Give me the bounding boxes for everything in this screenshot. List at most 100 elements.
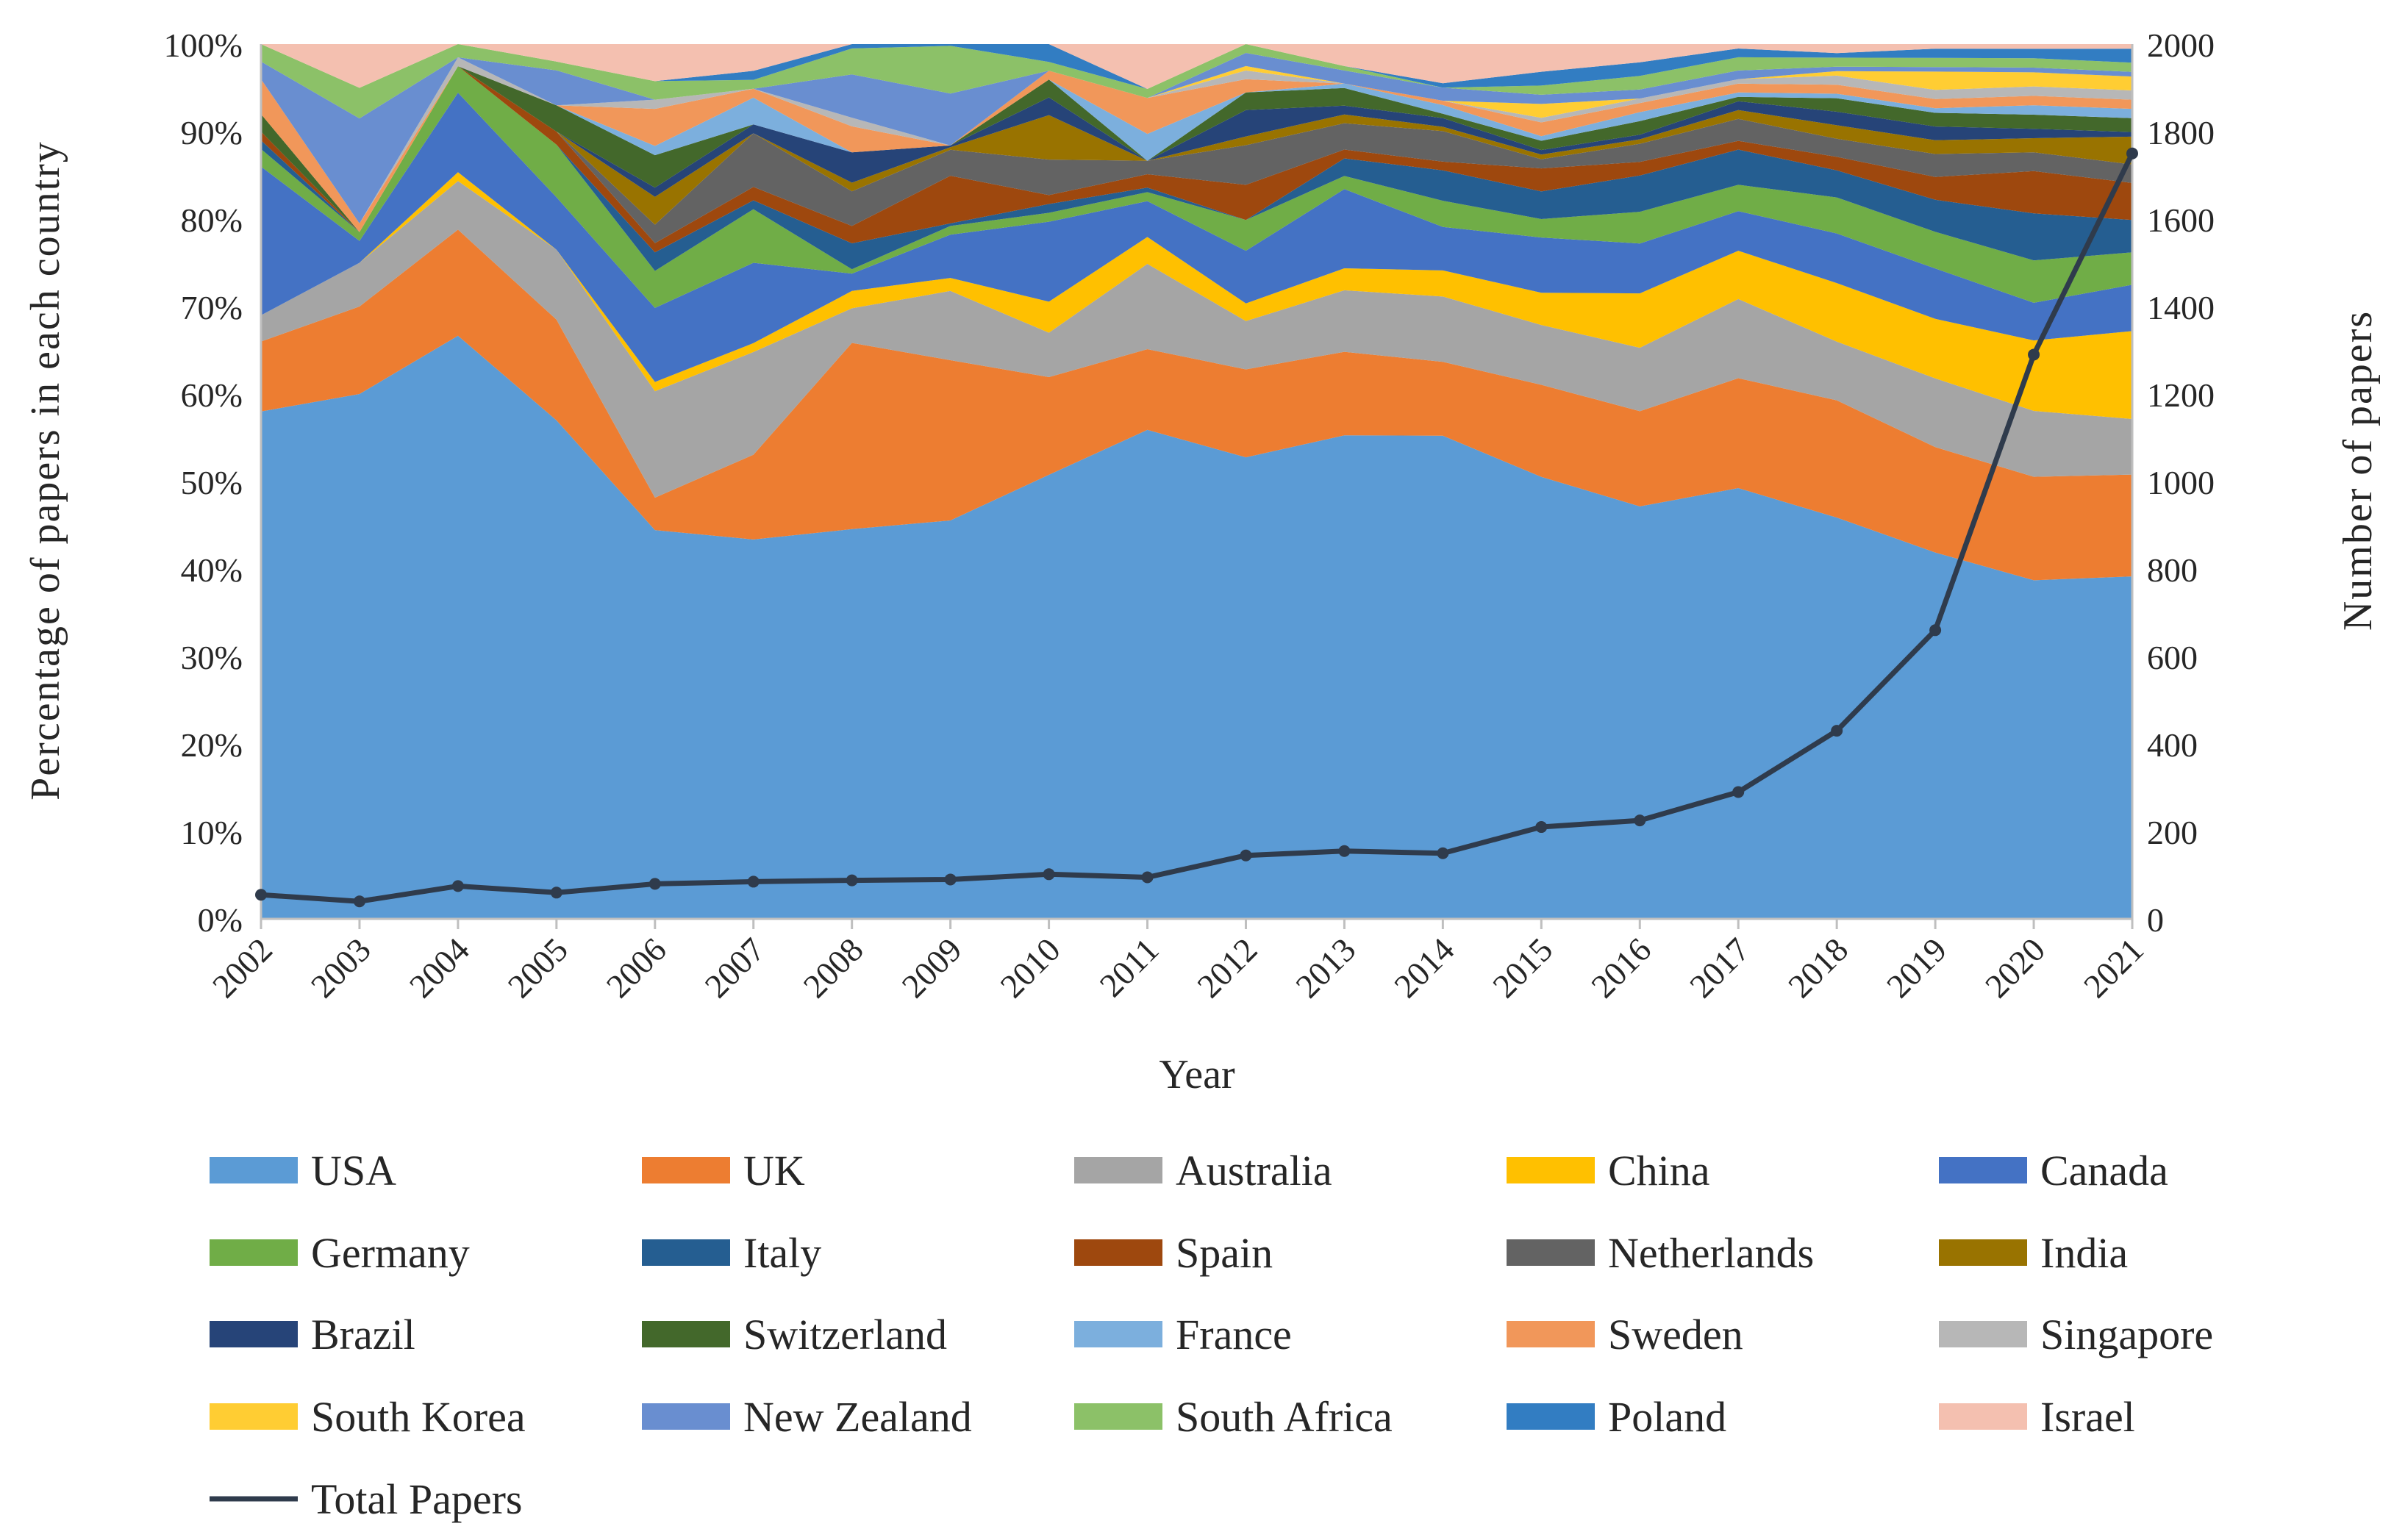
- area-usa: [261, 335, 2132, 919]
- y-tick-label: 0%: [198, 901, 243, 939]
- area-germany: [261, 66, 2132, 308]
- legend-label: UK: [743, 1147, 805, 1195]
- area-sweden: [261, 66, 2132, 232]
- y2-tick-label: 1000: [2147, 464, 2215, 501]
- legend-label: Switzerland: [743, 1311, 947, 1358]
- legend-item-brazil: Brazil: [210, 1311, 415, 1358]
- area-netherlands: [261, 66, 2132, 243]
- legend-item-singapore: Singapore: [1939, 1311, 2213, 1358]
- legend-item-new-zealand: New Zealand: [642, 1393, 972, 1441]
- y2-tick-label: 1600: [2147, 201, 2215, 239]
- legend-item-canada: Canada: [1939, 1147, 2168, 1195]
- x-tick-label: 2017: [1682, 931, 1757, 1005]
- y-tick-label: 90%: [181, 114, 243, 151]
- axes: [260, 44, 2134, 929]
- y2-tick-label: 400: [2147, 726, 2198, 764]
- total-papers-point: [1831, 725, 1843, 737]
- legend-swatch: [1507, 1239, 1595, 1266]
- total-papers-point: [1240, 849, 1252, 862]
- area-poland: [261, 44, 2132, 89]
- x-tick-label: 2013: [1288, 931, 1362, 1005]
- total-papers-point: [255, 889, 267, 901]
- line-total-papers: [260, 152, 2135, 904]
- legend-item-netherlands: Netherlands: [1507, 1229, 1814, 1277]
- y-tick-label: 80%: [181, 201, 243, 239]
- legend-label: Sweden: [1608, 1311, 1743, 1358]
- legend-item-poland: Poland: [1507, 1393, 1726, 1441]
- legend-item-usa: USA: [210, 1147, 396, 1195]
- y2-tick-label: 1400: [2147, 289, 2215, 326]
- x-axis-title: Year: [1159, 1052, 1235, 1097]
- area-india: [261, 66, 2132, 232]
- y2-tick-label: 1200: [2147, 376, 2215, 414]
- legend-swatch: [1074, 1157, 1162, 1183]
- total-papers-point: [846, 874, 858, 887]
- x-tick-label: 2005: [501, 931, 575, 1005]
- x-tick-label: 2019: [1879, 931, 1954, 1005]
- total-papers-point: [1043, 868, 1055, 881]
- area-canada: [261, 93, 2132, 382]
- legend: USA UK Australia China Canada Germany Italy Spa…: [210, 1147, 2213, 1523]
- legend-swatch: [642, 1321, 730, 1347]
- total-papers-point: [1732, 786, 1745, 798]
- legend-swatch: [210, 1157, 298, 1183]
- legend-label: Canada: [2040, 1147, 2168, 1195]
- area-new-zealand: [261, 53, 2132, 223]
- legend-item-spain: Spain: [1074, 1229, 1273, 1277]
- legend-label: India: [2040, 1229, 2128, 1277]
- legend-label: Brazil: [311, 1311, 415, 1358]
- area-australia: [261, 181, 2132, 498]
- y2-tick-label: 600: [2147, 639, 2198, 676]
- y2-tick-label: 200: [2147, 814, 2198, 851]
- legend-swatch: [642, 1239, 730, 1266]
- x-tick-label: 2008: [796, 931, 871, 1005]
- x-tick-label: 2020: [1978, 931, 2052, 1005]
- y-tick-label: 100%: [164, 26, 243, 64]
- legend-swatch: [1939, 1239, 2027, 1266]
- total-papers-point: [944, 873, 957, 886]
- area-south-africa: [261, 44, 2132, 119]
- legend-item-uk: UK: [642, 1147, 805, 1195]
- legend-label: USA: [311, 1147, 396, 1195]
- legend-swatch: [1939, 1403, 2027, 1430]
- legend-item-south-africa: South Africa: [1074, 1393, 1393, 1441]
- legend-swatch: [642, 1157, 730, 1183]
- legend-swatch: [210, 1321, 298, 1347]
- total-papers-point: [353, 895, 365, 908]
- x-tick-label: 2014: [1387, 931, 1461, 1005]
- y-tick-label: 60%: [181, 376, 243, 414]
- legend-label: New Zealand: [743, 1393, 972, 1441]
- legend-swatch: [1507, 1157, 1595, 1183]
- x-tick-label: 2003: [304, 931, 378, 1005]
- legend-item-switzerland: Switzerland: [642, 1311, 947, 1358]
- total-papers-point: [1929, 624, 1942, 637]
- legend-swatch: [642, 1403, 730, 1430]
- legend-swatch: [1074, 1239, 1162, 1266]
- legend-item-israel: Israel: [1939, 1393, 2135, 1441]
- x-tick-label: 2009: [895, 931, 969, 1005]
- legend-item-china: China: [1507, 1147, 1710, 1195]
- total-papers-point: [1634, 814, 1646, 827]
- legend-label: Singapore: [2040, 1311, 2213, 1358]
- x-tick-label: 2004: [402, 931, 476, 1005]
- legend-swatch: [1074, 1403, 1162, 1430]
- legend-label: Italy: [743, 1229, 821, 1277]
- legend-item-germany: Germany: [210, 1229, 470, 1277]
- legend-swatch: [1507, 1321, 1595, 1347]
- area-spain: [261, 66, 2132, 253]
- area-italy: [261, 66, 2132, 271]
- y2-tick-label: 800: [2147, 551, 2198, 589]
- total-papers-point: [1141, 871, 1154, 884]
- y-tick-label: 50%: [181, 464, 243, 501]
- legend-label: South Africa: [1176, 1393, 1393, 1441]
- legend-label: South Korea: [311, 1393, 526, 1441]
- area-israel: [261, 44, 2132, 89]
- legend-label: Germany: [311, 1229, 470, 1277]
- legend-item-sweden: Sweden: [1507, 1311, 1743, 1358]
- y-tick-label: 70%: [181, 289, 243, 326]
- legend-item-australia: Australia: [1074, 1147, 1332, 1195]
- legend-label: Poland: [1608, 1393, 1726, 1441]
- x-tick-label: 2006: [599, 931, 673, 1005]
- legend-label: Israel: [2040, 1393, 2135, 1441]
- total-papers-point: [2126, 147, 2138, 160]
